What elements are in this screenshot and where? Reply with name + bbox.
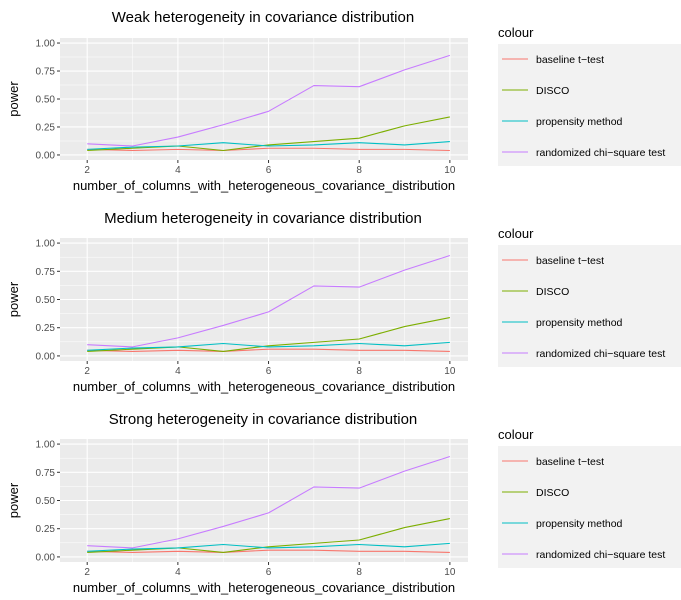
y-tick-label: 0.25 — [36, 122, 56, 133]
x-tick-label: 2 — [84, 567, 90, 578]
series-line-1 — [87, 147, 450, 152]
y-axis-title: power — [6, 482, 21, 518]
legend-title: colour — [498, 25, 534, 40]
x-tick-label: 6 — [266, 567, 272, 578]
chart-2: Medium heterogeneity in covariance distr… — [6, 210, 681, 394]
series-line-1 — [87, 549, 450, 553]
chart-title: Strong heterogeneity in covariance distr… — [109, 411, 418, 428]
series-line-2 — [87, 317, 450, 352]
y-axis-title: power — [6, 81, 21, 117]
x-tick-label: 10 — [444, 165, 456, 176]
legend-title: colour — [498, 427, 534, 442]
legend-label-4: randomized chi−square test — [536, 147, 665, 159]
y-tick-label: 0.00 — [36, 552, 56, 563]
legend-label-3: propensity method — [536, 518, 623, 530]
y-tick-label: 0.75 — [36, 468, 56, 479]
series-line-4 — [87, 254, 451, 348]
legend-box — [498, 245, 681, 367]
y-tick-label: 0.75 — [36, 267, 56, 278]
legend-box — [498, 44, 681, 166]
legend-label-1: baseline t−test — [536, 54, 604, 66]
chart-title: Medium heterogeneity in covariance distr… — [104, 210, 422, 227]
legend-label-2: DISCO — [536, 85, 569, 97]
y-tick-label: 0.25 — [36, 323, 56, 334]
x-tick-label: 8 — [356, 366, 362, 377]
legend-label-3: propensity method — [536, 116, 623, 128]
chart-title: Weak heterogeneity in covariance distrib… — [112, 9, 414, 26]
x-tick-label: 8 — [356, 165, 362, 176]
chart-1: Weak heterogeneity in covariance distrib… — [6, 9, 681, 193]
y-tick-label: 0.00 — [36, 351, 56, 362]
x-tick-label: 10 — [444, 366, 456, 377]
series-line-3 — [87, 140, 450, 150]
y-tick-label: 1.00 — [36, 39, 56, 50]
legend-label-1: baseline t−test — [536, 456, 604, 468]
legend-label-4: randomized chi−square test — [536, 549, 665, 561]
y-tick-label: 1.00 — [36, 239, 56, 250]
legend-label-3: propensity method — [536, 317, 623, 329]
x-tick-label: 6 — [266, 165, 272, 176]
x-tick-label: 4 — [175, 366, 181, 377]
x-tick-label: 2 — [84, 165, 90, 176]
x-tick-label: 8 — [356, 567, 362, 578]
x-axis-title: number_of_columns_with_heterogeneous_cov… — [73, 379, 455, 394]
x-tick-label: 4 — [175, 567, 181, 578]
x-tick-label: 6 — [266, 366, 272, 377]
legend-label-2: DISCO — [536, 487, 569, 499]
y-tick-label: 1.00 — [36, 440, 56, 451]
series-line-4 — [87, 455, 451, 549]
y-tick-label: 0.50 — [36, 295, 56, 306]
series-line-3 — [87, 542, 450, 552]
x-axis-title: number_of_columns_with_heterogeneous_cov… — [73, 178, 455, 193]
y-tick-label: 0.75 — [36, 67, 56, 78]
chart-3: Strong heterogeneity in covariance distr… — [6, 411, 681, 595]
series-line-4 — [87, 54, 451, 147]
y-tick-label: 0.50 — [36, 496, 56, 507]
y-tick-label: 0.50 — [36, 95, 56, 106]
y-axis-title: power — [6, 281, 21, 317]
x-tick-label: 4 — [175, 165, 181, 176]
y-tick-label: 0.00 — [36, 150, 56, 161]
x-tick-label: 10 — [444, 567, 456, 578]
series-line-3 — [87, 341, 450, 351]
y-tick-label: 0.25 — [36, 524, 56, 535]
series-line-2 — [87, 518, 450, 553]
x-tick-label: 2 — [84, 366, 90, 377]
series-line-2 — [87, 116, 450, 152]
series-line-1 — [87, 348, 450, 352]
x-axis-title: number_of_columns_with_heterogeneous_cov… — [73, 580, 455, 595]
legend-label-4: randomized chi−square test — [536, 348, 665, 360]
legend-label-2: DISCO — [536, 286, 569, 298]
legend-box — [498, 446, 681, 568]
legend-title: colour — [498, 226, 534, 241]
legend-label-1: baseline t−test — [536, 255, 604, 267]
